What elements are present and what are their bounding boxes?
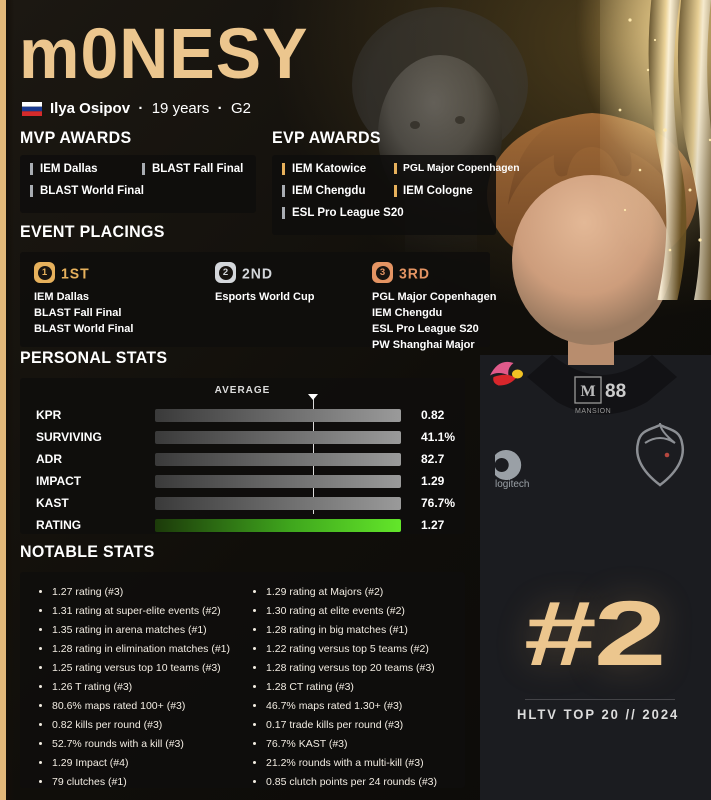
svg-text:MANSION: MANSION (575, 408, 611, 415)
svg-text:M: M (580, 383, 595, 400)
svg-text:88: 88 (605, 381, 626, 402)
svg-text:logitech: logitech (495, 479, 529, 490)
